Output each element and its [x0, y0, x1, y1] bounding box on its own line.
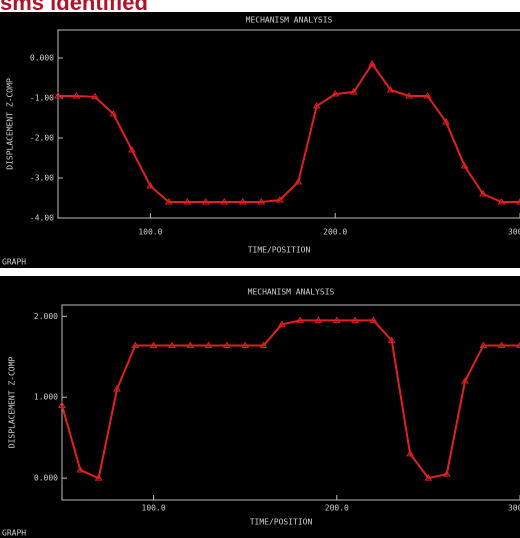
data-marker — [497, 341, 506, 348]
data-marker — [91, 92, 99, 100]
x-tick-label: 100.0 — [138, 228, 162, 237]
x-axis-label: TIME/POSITION — [250, 518, 313, 527]
plot-frame — [57, 29, 520, 219]
data-marker — [164, 198, 173, 205]
data-marker — [94, 474, 103, 481]
data-marker — [275, 196, 284, 203]
chart-title: MECHANISM ANALYSIS — [246, 16, 333, 25]
y-tick-label: -4.00 — [30, 214, 54, 223]
data-marker — [58, 401, 66, 408]
data-marker — [296, 316, 305, 323]
data-marker — [168, 341, 176, 348]
chart-title: MECHANISM ANALYSIS — [248, 288, 335, 297]
x-tick-label: 200.0 — [325, 504, 349, 513]
data-marker — [516, 341, 520, 348]
data-marker — [204, 341, 213, 348]
x-tick-label: 200.0 — [323, 228, 347, 237]
data-marker — [294, 178, 303, 185]
data-marker — [201, 198, 210, 205]
data-marker — [131, 341, 140, 348]
y-tick-label: -1.00 — [30, 94, 54, 103]
data-marker — [72, 92, 81, 99]
data-line — [58, 62, 520, 203]
data-marker — [146, 182, 155, 189]
data-marker — [222, 341, 231, 348]
data-marker — [386, 86, 395, 93]
chart-panel: MECHANISM ANALYSIS TIME/POSITION GRAPH DISP… — [0, 12, 520, 268]
y-tick-label: 1.000 — [34, 393, 58, 402]
footer-label: GRAPH — [2, 258, 26, 267]
data-marker — [332, 316, 341, 323]
data-marker — [497, 198, 506, 205]
data-line — [61, 319, 520, 480]
data-marker — [54, 92, 62, 99]
data-marker — [424, 474, 433, 481]
footer-label: GRAPH — [2, 529, 26, 538]
plot-frame — [61, 304, 520, 501]
data-marker — [479, 190, 487, 197]
data-marker — [238, 198, 247, 205]
data-marker — [460, 162, 469, 169]
data-marker — [109, 110, 118, 117]
data-marker — [76, 466, 85, 473]
data-marker — [128, 146, 136, 153]
y-tick-label: 2.000 — [34, 312, 58, 321]
data-marker — [186, 341, 195, 348]
x-tick-label: 300.0 — [508, 504, 520, 513]
data-marker — [113, 385, 121, 392]
data-marker — [351, 316, 360, 323]
data-marker — [259, 341, 268, 348]
data-marker — [423, 92, 432, 99]
x-axis-label: TIME/POSITION — [248, 246, 311, 255]
y-axis-label: DISPLACEMENT Z-COMP — [8, 357, 17, 449]
data-marker — [516, 198, 520, 205]
data-marker — [312, 102, 321, 109]
header-title: sms identified — [0, 0, 148, 15]
data-marker — [149, 341, 158, 348]
data-marker — [314, 316, 323, 323]
data-marker — [479, 341, 488, 348]
x-tick-label: 100.0 — [142, 504, 166, 513]
y-tick-label: -3.00 — [30, 174, 54, 183]
data-marker — [387, 336, 396, 344]
y-axis-label: DISPLACEMENT Z-COMP — [6, 78, 15, 170]
data-marker — [349, 88, 358, 95]
y-tick-label: 0.000 — [34, 474, 58, 483]
data-marker — [368, 60, 377, 67]
data-marker — [442, 470, 451, 477]
y-tick-label: -2.00 — [30, 134, 54, 143]
x-tick-label: 300.0 — [508, 228, 520, 237]
data-marker — [331, 90, 340, 97]
data-marker — [442, 118, 450, 125]
data-marker — [277, 320, 286, 327]
data-marker — [461, 377, 469, 384]
chart-panel: MECHANISM ANALYSIS TIME/POSITION GRAPH DISP… — [0, 276, 520, 538]
y-tick-label: 0.000 — [30, 54, 54, 63]
data-marker — [183, 198, 192, 205]
data-marker — [405, 92, 414, 99]
data-marker — [406, 449, 414, 457]
data-marker — [257, 198, 266, 205]
data-marker — [220, 198, 229, 205]
data-marker — [369, 316, 378, 323]
data-marker — [241, 341, 250, 348]
